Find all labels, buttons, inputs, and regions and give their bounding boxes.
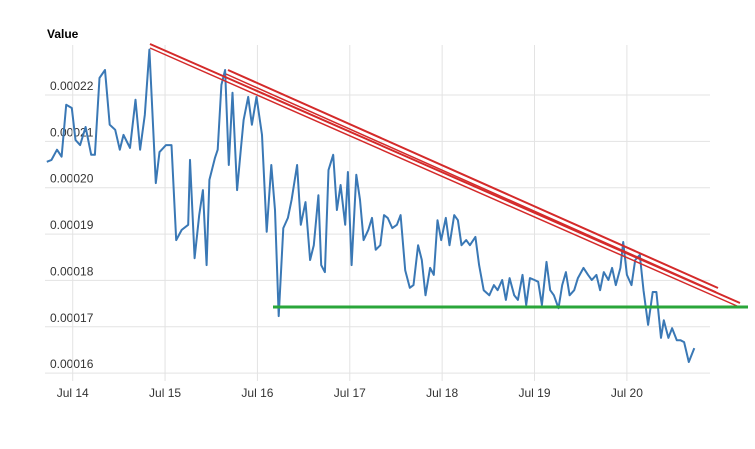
y-tick-label: 0.00019 — [50, 218, 94, 232]
x-tick-label: Jul 15 — [149, 386, 181, 400]
y-tick-label: 0.00022 — [50, 79, 94, 93]
trend-line — [225, 73, 717, 293]
plot — [46, 48, 696, 363]
x-tick-label: Jul 20 — [611, 386, 643, 400]
trend-line — [149, 47, 738, 307]
y-tick-label: 0.00016 — [50, 357, 94, 371]
grid: 0.00016 0.00017 0.00018 0.00019 0.00020 0.000… — [45, 45, 710, 400]
y-tick-label: 0.00017 — [50, 311, 94, 325]
y-tick-label: 0.00018 — [50, 264, 94, 278]
annotations — [149, 43, 748, 309]
chart-title: Value — [47, 27, 79, 41]
x-tick-label: Jul 16 — [241, 386, 273, 400]
x-tick-label: Jul 17 — [334, 386, 366, 400]
data-line — [46, 48, 696, 363]
trend-line — [149, 43, 741, 304]
x-tick-label: Jul 19 — [518, 386, 550, 400]
x-tick-label: Jul 14 — [57, 386, 89, 400]
x-tick-label: Jul 18 — [426, 386, 458, 400]
trend-line — [227, 69, 719, 289]
y-tick-label: 0.00020 — [50, 172, 94, 186]
